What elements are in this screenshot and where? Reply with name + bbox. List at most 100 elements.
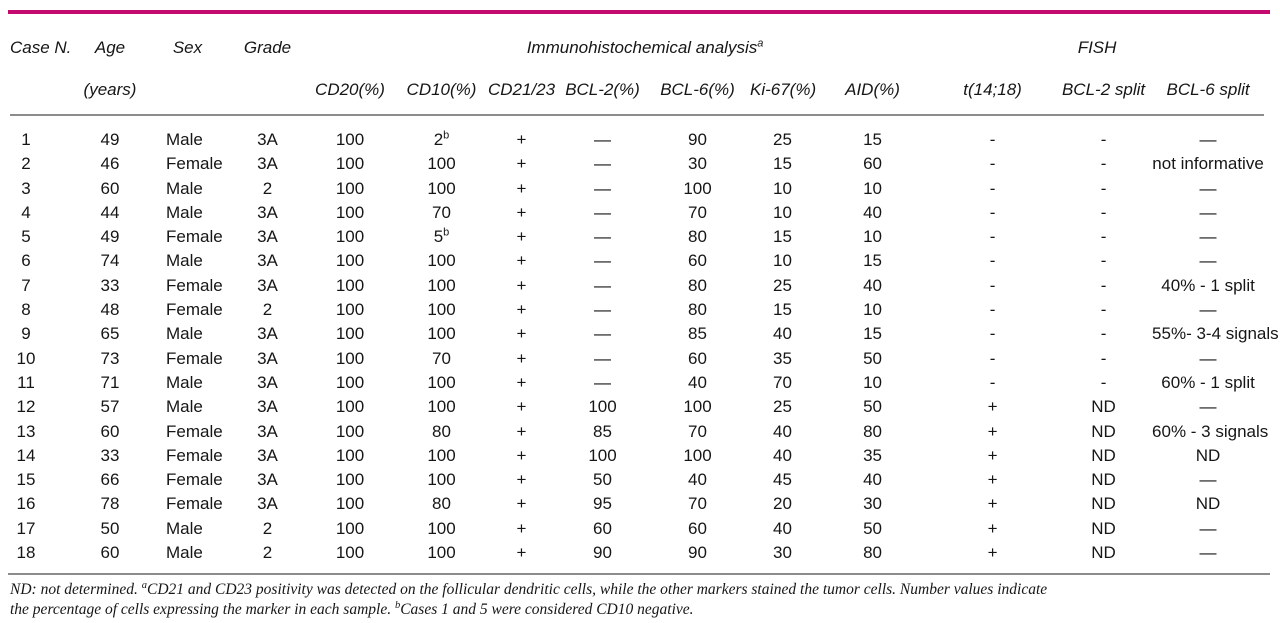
cell-t14-18: + <box>987 543 998 563</box>
cell-aid: 10 <box>863 372 882 392</box>
cell-bcl6: 40 <box>688 470 707 490</box>
cell-case: 8 <box>21 300 31 320</box>
cell-t14-18: - <box>989 154 996 174</box>
cell-cd10: 100 <box>427 154 456 174</box>
cell-t14-18: - <box>989 251 996 271</box>
cell-bcl2-split: - <box>1100 202 1107 222</box>
cell-cd20: 100 <box>335 227 365 247</box>
cell-bcl6: 90 <box>688 543 707 563</box>
cell-age: 33 <box>100 445 120 465</box>
cell-cd20: 100 <box>335 324 365 344</box>
cell-bcl6: 70 <box>688 421 707 441</box>
col-header-bcl2: BCL-2(%) <box>560 60 645 116</box>
cell-bcl2: 100 <box>588 445 617 465</box>
cell-t14-18: - <box>989 178 996 198</box>
cell-bcl6: 60 <box>688 518 707 538</box>
cell-cd20: 100 <box>335 397 365 417</box>
cell-cd20: 100 <box>335 348 365 368</box>
cell-sex: Male <box>166 130 203 149</box>
cell-aid: 15 <box>863 324 882 344</box>
table-row-case-4: 4 44 Male 3A 100 70 + —70 10 40- - — <box>10 201 1264 225</box>
cell-age: 74 <box>100 251 120 271</box>
cell-cd20: 100 <box>335 421 365 441</box>
cell-cd21-23: + <box>516 348 527 368</box>
cell-cd20: 100 <box>335 300 365 320</box>
cell-bcl2: 85 <box>593 421 612 441</box>
table-row-case-12: 12 57 Male 3A 100 100 +100 100 25 50 + ND — <box>10 395 1264 419</box>
cell-sex: Female <box>166 275 223 295</box>
cell-sex: Male <box>166 251 203 271</box>
col-header-bcl6: BCL-6(%) <box>645 60 750 116</box>
cell-sex: Male <box>166 372 203 392</box>
cell-aid: 80 <box>863 543 882 563</box>
cell-aid: 50 <box>863 397 882 417</box>
cell-case: 4 <box>21 202 31 222</box>
cell-t14-18: - <box>989 348 996 368</box>
superscript: a <box>141 580 147 592</box>
cell-bcl2-split: - <box>1100 348 1107 368</box>
cell-grade: 3A <box>257 445 278 465</box>
cell-cd10: 80 <box>432 494 451 514</box>
cell-cd10: 100 <box>427 300 456 320</box>
cell-t14-18: - <box>989 202 996 222</box>
cell-sex: Male <box>166 397 203 417</box>
cell-ki67: 45 <box>773 470 792 490</box>
cell-aid: 35 <box>863 445 882 465</box>
cell-cd10: 100 <box>427 324 456 344</box>
col-header-cd10: CD10(%) <box>400 60 483 116</box>
cell-bcl2: — <box>594 275 611 295</box>
cell-cd20: 100 <box>335 445 365 465</box>
cell-bcl2-split: ND <box>1091 494 1116 514</box>
cell-bcl6: 60 <box>688 251 707 271</box>
group-header-fish: FISH <box>1077 38 1117 57</box>
cell-bcl2-split: ND <box>1091 518 1116 538</box>
cell-case: 2 <box>21 154 31 174</box>
cell-cd10: 80 <box>432 421 451 441</box>
cell-case: 1 <box>21 130 31 149</box>
table-row-case-9: 9 65 Male 3A 100 100 + — 85 40 15 - - 55%- 3-4 signal… <box>10 322 1278 346</box>
cell-bcl6-split: not informative <box>1152 154 1264 174</box>
col-header-sex: Sex <box>172 38 203 57</box>
cell-cd21-23: + <box>516 275 527 295</box>
cell-cd10: 2b <box>433 129 450 149</box>
cell-sex: Female <box>166 421 223 441</box>
cell-ki67: 10 <box>773 202 792 222</box>
table-row-case-13: 13 60 Female 3A 100 80 +85 70 40 80 + ND 60% - 3 sig… <box>10 420 1269 444</box>
cell-bcl6-split: — <box>1199 130 1217 149</box>
cell-sex: Female <box>166 300 223 320</box>
table-top-accent-rule <box>8 10 1270 14</box>
cell-grade: 3A <box>257 251 278 271</box>
cell-cd20: 100 <box>335 372 365 392</box>
table-row-case-7: 7 33 Female 3A 100 100 + — 80 25 40 - - 40% - 1 split <box>10 274 1264 298</box>
cell-grade: 2 <box>262 518 273 538</box>
cell-grade: 3A <box>257 397 278 417</box>
table-row-case-18: 18 60 Male 2 100 100 +90 90 30 80 + ND — <box>10 541 1264 573</box>
cell-cd10: 70 <box>432 348 451 368</box>
cell-grade: 3A <box>257 227 278 247</box>
cell-t14-18: + <box>987 445 998 465</box>
cell-t14-18: - <box>989 130 996 149</box>
cell-case: 7 <box>21 275 31 295</box>
col-header-case: Case N. <box>10 38 72 57</box>
cell-cd10: 5b <box>433 226 450 247</box>
cell-aid: 40 <box>863 275 882 295</box>
cell-age: 65 <box>100 324 120 344</box>
cell-aid: 10 <box>863 178 882 198</box>
col-header-cd21-23: CD21/23 <box>483 60 560 116</box>
cell-bcl2: — <box>594 202 611 222</box>
cell-case: 12 <box>16 397 36 417</box>
cell-ki67: 35 <box>773 348 792 368</box>
cell-bcl6-split: — <box>1199 227 1217 247</box>
cell-sex: Female <box>166 154 223 174</box>
cell-cd10: 100 <box>427 470 456 490</box>
cell-bcl2: — <box>594 227 611 247</box>
cell-case: 14 <box>16 445 36 465</box>
cell-ki67: 20 <box>773 494 792 514</box>
cell-cd10: 100 <box>427 372 456 392</box>
cell-aid: 40 <box>863 470 882 490</box>
superscript: b <box>394 599 401 611</box>
cell-ki67: 40 <box>773 324 792 344</box>
col-header-case-spacer <box>10 60 80 116</box>
cell-cd21-23: + <box>516 421 527 441</box>
cell-case: 18 <box>16 543 36 563</box>
